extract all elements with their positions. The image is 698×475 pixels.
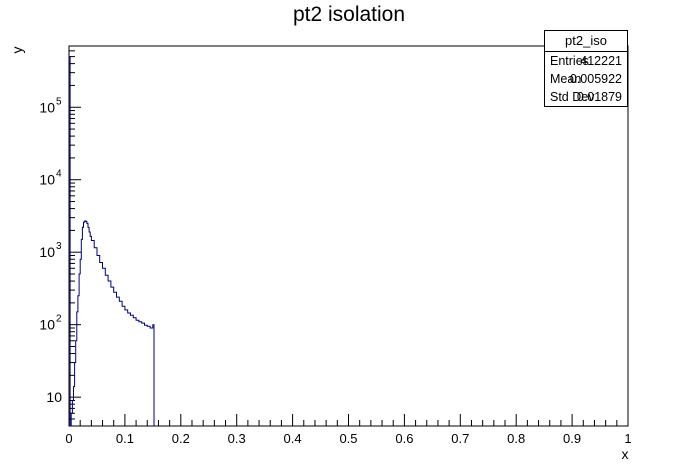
x-tick-label: 0.3 <box>228 431 246 446</box>
statistics-box-title: pt2_iso <box>545 31 627 52</box>
stat-row-mean: Mean 0.005922 <box>545 70 627 88</box>
y-tick-exponent: 2 <box>56 314 62 325</box>
x-tick-label: 0.4 <box>284 431 302 446</box>
y-tick-label: 10 <box>39 317 55 333</box>
x-tick-label: 0.9 <box>563 431 581 446</box>
stat-value: 0.005922 <box>569 72 622 86</box>
stat-label: Std Dev <box>550 90 595 104</box>
y-tick-label: 10 <box>39 172 55 188</box>
x-axis-label: x <box>622 446 629 462</box>
x-tick-label: 1 <box>624 431 631 446</box>
histogram-series-line <box>69 56 155 427</box>
x-tick-label: 0.5 <box>339 431 357 446</box>
x-tick-label: 0.2 <box>172 431 190 446</box>
chart-title: pt2 isolation <box>292 3 406 26</box>
stat-value: 0.01879 <box>576 90 622 104</box>
stat-row-entries: Entries 412221 <box>545 52 627 70</box>
y-tick-exponent: 3 <box>56 241 62 252</box>
y-tick-label: 10 <box>39 99 55 115</box>
statistics-box: pt2_iso Entries 412221 Mean 0.005922 Std… <box>544 30 628 107</box>
y-axis-label: y <box>9 47 25 54</box>
x-tick-label: 0.7 <box>451 431 469 446</box>
y-tick-exponent: 5 <box>56 96 62 107</box>
x-tick-label: 0.8 <box>507 431 525 446</box>
x-tick-label: 0 <box>65 431 72 446</box>
stat-label: Mean <box>550 72 582 86</box>
y-tick-label: 10 <box>39 244 55 260</box>
stat-value: 412221 <box>580 54 622 68</box>
y-tick-label: 10 <box>46 389 62 405</box>
stat-label: Entries <box>550 54 589 68</box>
x-tick-label: 0.6 <box>395 431 413 446</box>
y-tick-exponent: 4 <box>56 169 62 180</box>
x-tick-label: 0.1 <box>116 431 134 446</box>
stat-row-stddev: Std Dev 0.01879 <box>545 88 627 106</box>
